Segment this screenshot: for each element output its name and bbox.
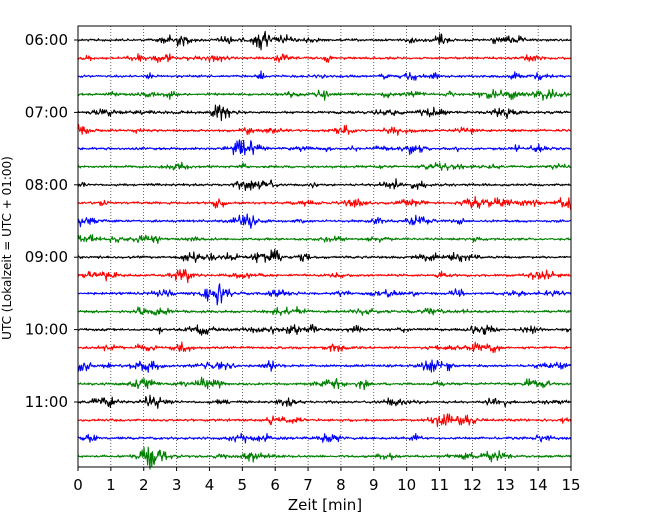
trace-line: [77, 104, 571, 122]
x-tick-label: 8: [336, 476, 346, 494]
trace-line: [77, 323, 572, 336]
trace-line: [77, 234, 572, 245]
trace-line: [77, 139, 572, 156]
x-tick-label: 15: [561, 476, 580, 494]
trace-line: [77, 359, 572, 373]
trace-line: [77, 283, 572, 306]
traces: [77, 30, 572, 470]
x-tick-label: 3: [172, 476, 182, 494]
x-tick-label: 11: [430, 476, 449, 494]
x-tick-label: 13: [496, 476, 515, 494]
trace-line: [77, 394, 572, 409]
x-tick-label: 7: [303, 476, 313, 494]
y-axis: 06:00 07:00 08:00 09:00 10:00 11:00: [25, 31, 78, 411]
y-tick-label: 09:00: [25, 248, 68, 266]
trace-line: [77, 248, 571, 264]
y-tick-label: 07:00: [25, 103, 68, 121]
x-tick-label: 4: [205, 476, 215, 494]
trace-line: [77, 213, 571, 229]
trace-line: [77, 446, 572, 470]
trace-line: [77, 30, 572, 51]
x-tick-label: 9: [369, 476, 379, 494]
x-tick-label: 2: [139, 476, 149, 494]
y-tick-label: 06:00: [25, 31, 68, 49]
x-axis: 0 1 2 3 4 5 6 7 8 9 10 11 12 13 14 15: [73, 467, 581, 494]
trace-line: [77, 341, 571, 354]
y-tick-label: 10:00: [25, 321, 68, 339]
y-tick-label: 11:00: [25, 393, 68, 411]
trace-line: [77, 269, 571, 284]
trace-line: [77, 195, 572, 210]
trace-line: [77, 413, 572, 428]
x-tick-label: 12: [463, 476, 482, 494]
y-axis-label: UTC (Lokalzeit = UTC + 01:00): [0, 156, 14, 340]
x-tick-label: 6: [270, 476, 280, 494]
x-tick-label: 1: [106, 476, 116, 494]
trace-line: [77, 53, 572, 64]
trace-line: [77, 88, 571, 101]
x-tick-label: 0: [73, 476, 83, 494]
x-tick-label: 5: [238, 476, 248, 494]
trace-line: [77, 161, 572, 171]
trace-line: [77, 123, 572, 136]
trace-line: [77, 306, 571, 316]
plot-frame: [77, 25, 572, 468]
x-axis-label: Zeit [min]: [288, 496, 362, 514]
trace-line: [77, 70, 572, 81]
trace-line: [77, 432, 572, 444]
x-tick-label: 14: [529, 476, 548, 494]
y-tick-label: 08:00: [25, 176, 68, 194]
x-tick-label: 10: [397, 476, 416, 494]
trace-line: [77, 178, 572, 191]
trace-line: [77, 376, 572, 391]
